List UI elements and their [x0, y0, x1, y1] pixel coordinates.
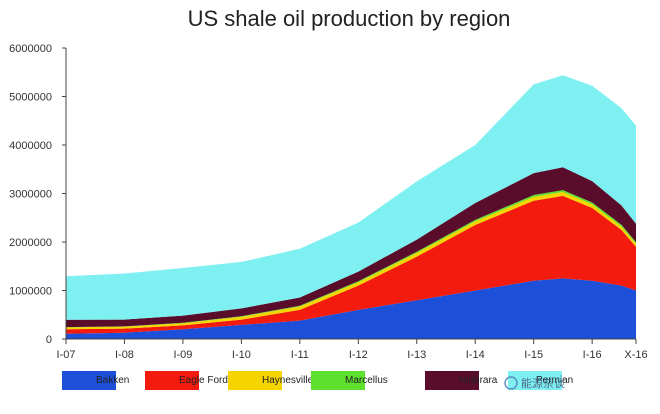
x-tick-label: X-16	[624, 349, 647, 361]
legend-item-marcellus: Marcellus	[311, 371, 388, 390]
watermark: 能源杂谈	[504, 376, 565, 390]
legend-item-niobrara: Niobrara	[425, 371, 498, 390]
legend-label: Eagle Ford	[179, 375, 228, 386]
x-tick-label: I-14	[466, 349, 485, 361]
legend-item-eagle-ford: Eagle Ford	[145, 371, 228, 390]
x-tick-label: I-09	[173, 349, 192, 361]
legend-swatch	[425, 371, 479, 390]
x-tick-label: I-11	[291, 349, 309, 361]
area-niobrara	[66, 167, 636, 328]
legend-item-permian: Permian	[508, 371, 573, 390]
legend-item-haynesville: Haynesville	[228, 371, 314, 390]
legend-swatch	[62, 371, 116, 390]
chart-title: US shale oil production by region	[188, 6, 511, 31]
area-eagle-ford	[66, 195, 636, 334]
y-tick-label: 5000000	[9, 92, 52, 104]
area-permian	[66, 75, 636, 320]
legend-swatch	[145, 371, 199, 390]
legend-label: Permian	[536, 375, 573, 386]
x-tick-label: I-16	[583, 349, 602, 361]
legend-label: Niobrara	[459, 375, 498, 386]
y-tick-label: 6000000	[9, 43, 52, 55]
y-axis-ticks: 0 1000000 2000000 3000000 4000000 5000000 6000…	[9, 43, 66, 346]
x-tick-label: I-12	[349, 349, 368, 361]
legend-item-bakken: Bakken	[62, 371, 129, 390]
legend-swatch	[311, 371, 365, 390]
y-tick-label: 0	[46, 334, 52, 346]
x-tick-label: I-10	[232, 349, 251, 361]
legend: Bakken Eagle Ford Haynesville Marcellus Niob…	[62, 371, 573, 390]
x-tick-label: I-13	[407, 349, 426, 361]
x-axis-ticks: I-07 I-08 I-09 I-10 I-11 I-12 I-13 I-14 I-15 I-16…	[57, 339, 648, 361]
wechat-icon	[504, 376, 518, 390]
area-layers	[66, 75, 636, 339]
legend-label: Haynesville	[262, 375, 314, 386]
legend-label: Marcellus	[345, 375, 388, 386]
watermark-text: 能源杂谈	[521, 376, 565, 390]
x-tick-label: I-15	[524, 349, 543, 361]
legend-label: Bakken	[96, 375, 129, 386]
y-tick-label: 2000000	[9, 237, 52, 249]
legend-swatch	[508, 371, 562, 390]
area-bakken	[66, 278, 636, 339]
y-tick-label: 4000000	[9, 140, 52, 152]
y-tick-label: 1000000	[9, 286, 52, 298]
x-tick-label: I-07	[57, 349, 76, 361]
legend-swatch	[228, 371, 282, 390]
y-tick-label: 3000000	[9, 189, 52, 201]
x-tick-label: I-08	[115, 349, 134, 361]
